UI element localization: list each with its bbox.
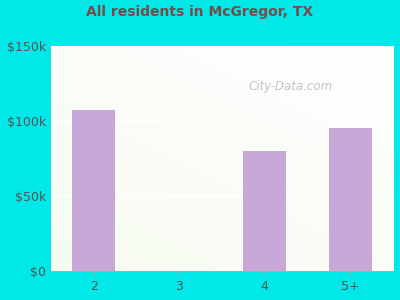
Text: City-Data.com: City-Data.com	[248, 80, 332, 93]
Bar	[72, 110, 115, 271]
Bar	[243, 151, 286, 271]
Text: All residents in McGregor, TX: All residents in McGregor, TX	[86, 5, 314, 19]
Bar	[329, 128, 372, 271]
